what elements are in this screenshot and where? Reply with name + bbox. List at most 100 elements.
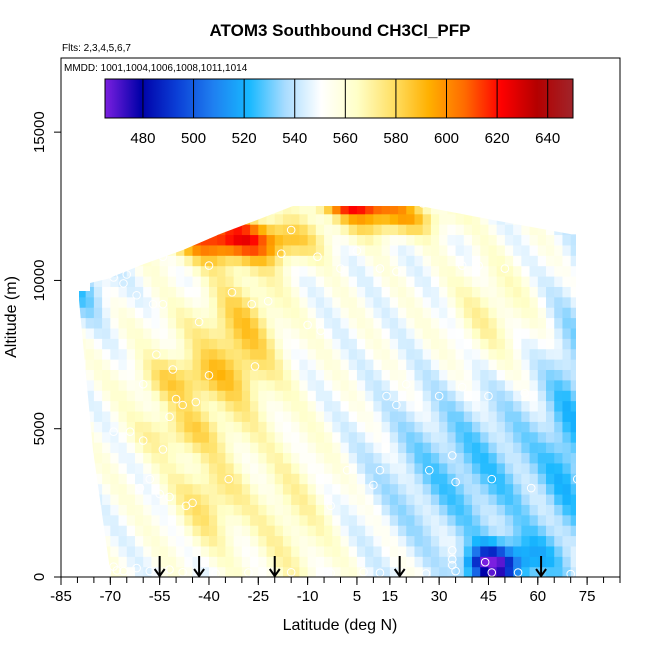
heatmap-cell [315, 462, 325, 474]
heatmap-cell [373, 359, 383, 370]
heatmap-cell [258, 234, 268, 246]
heatmap-cell [324, 390, 333, 402]
heatmap-cell [488, 452, 498, 464]
heatmap-cell [422, 545, 432, 557]
heatmap-cell [274, 275, 284, 287]
heatmap-cell [324, 379, 333, 391]
heatmap-cell [200, 473, 210, 485]
heatmap-cell [217, 442, 227, 454]
heatmap-cell [233, 359, 243, 370]
sample-points [102, 199, 582, 579]
heatmap-cell [159, 369, 169, 381]
heatmap-cell [546, 369, 555, 381]
heatmap-cell [167, 390, 177, 402]
heatmap-cell [282, 473, 292, 485]
heatmap-cell [241, 514, 251, 526]
heatmap-cell [430, 327, 440, 339]
heatmap-cell [480, 224, 490, 236]
heatmap-cell [529, 525, 539, 537]
heatmap-cell [200, 493, 210, 505]
heatmap-cell [546, 504, 555, 516]
heatmap-cell [504, 493, 514, 505]
heatmap-cell [562, 244, 572, 256]
heatmap-cell [398, 442, 407, 454]
heatmap-cell [324, 400, 333, 412]
heatmap-cell [167, 359, 177, 370]
heatmap-cell [118, 286, 128, 298]
heatmap-cell [266, 234, 276, 246]
heatmap-cell [439, 535, 448, 547]
heatmap-cell [315, 206, 325, 215]
heatmap-cell [570, 566, 576, 577]
heatmap-cell [258, 224, 268, 236]
heatmap-cell [406, 338, 416, 350]
heatmap-cell [356, 338, 366, 350]
heatmap-cell [496, 545, 506, 557]
heatmap-cell [192, 359, 202, 370]
heatmap-cell [225, 556, 235, 568]
heatmap-cell [225, 514, 235, 526]
heatmap-cell [439, 275, 448, 287]
heatmap-cell [258, 514, 268, 526]
heatmap-cell [266, 275, 276, 287]
heatmap-cell [250, 327, 259, 339]
heatmap-cell [225, 369, 235, 381]
heatmap-cell [102, 514, 111, 526]
heatmap-cell [126, 286, 136, 298]
heatmap-cell [143, 307, 153, 319]
heatmap-cell [208, 255, 218, 267]
heatmap-cell [134, 265, 144, 277]
heatmap-cell [282, 514, 292, 526]
heatmap-cell [143, 462, 153, 474]
heatmap-cell [472, 525, 481, 537]
heatmap-cell [102, 400, 111, 412]
x-tick-label: 30 [431, 588, 448, 605]
heatmap-cell [102, 390, 111, 402]
heatmap-cell [192, 535, 202, 547]
heatmap-cell [299, 410, 309, 422]
heatmap-cell [332, 566, 342, 577]
heatmap-cell [562, 286, 572, 298]
sample-point [326, 501, 335, 511]
heatmap-cell [315, 566, 325, 577]
sample-point [247, 299, 257, 309]
heatmap-cell [233, 317, 243, 329]
heatmap-cell [200, 265, 210, 277]
heatmap-cell [414, 206, 424, 215]
heatmap-cell [430, 525, 440, 537]
heatmap-cell [570, 431, 576, 443]
colorbar-ticks: 480 500 520 540 560 580 600 620 640 [130, 79, 560, 147]
sample-point [352, 246, 362, 256]
heatmap-cell [102, 525, 111, 537]
heatmap-cell [143, 317, 153, 329]
heatmap-cell [546, 483, 555, 495]
heatmap-cell [430, 213, 440, 225]
heatmap-cell [250, 410, 259, 422]
heatmap-cell [291, 390, 300, 402]
heatmap-cell [233, 493, 243, 505]
heatmap-cell [472, 462, 481, 474]
heatmap-cell [537, 421, 547, 433]
heatmap-cell [340, 545, 350, 557]
heatmap-cell [126, 462, 136, 474]
heatmap-cell [315, 224, 325, 236]
heatmap-cell [266, 390, 276, 402]
heatmap-cell [496, 473, 506, 485]
heatmap-cell [554, 369, 564, 381]
heatmap-cell [258, 566, 268, 577]
heatmap-cell [348, 410, 358, 422]
sample-point [165, 565, 174, 574]
heatmap-cell [570, 338, 576, 350]
heatmap-cell [208, 431, 218, 443]
heatmap-cell [562, 338, 572, 350]
heatmap-cell [151, 255, 161, 267]
heatmap-cell [472, 359, 481, 370]
heatmap-cell [241, 462, 251, 474]
heatmap-cell [365, 431, 374, 443]
heatmap-cell [282, 307, 292, 319]
heatmap-cell [307, 473, 317, 485]
heatmap-cell [480, 535, 490, 547]
heatmap-cell [241, 545, 251, 557]
heatmap-cell [381, 379, 391, 391]
heatmap-cell [546, 275, 555, 287]
